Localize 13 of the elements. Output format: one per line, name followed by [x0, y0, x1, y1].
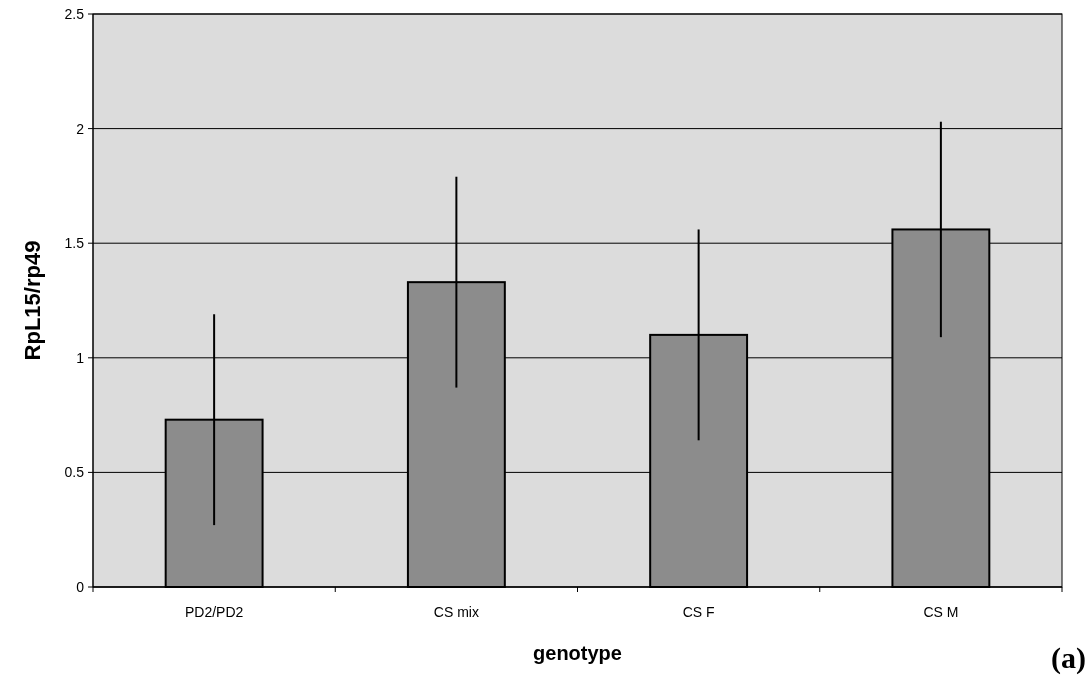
x-tick-label: CS F: [682, 604, 715, 620]
y-tick-label: 1.5: [64, 235, 85, 252]
x-tick-label: CS mix: [433, 604, 479, 620]
y-tick-label: 0: [76, 578, 85, 595]
x-tick-label: PD2/PD2: [184, 604, 244, 620]
text: (a): [1051, 641, 1086, 675]
y-tick-label: 1: [76, 349, 85, 366]
y-tick-label: 0.5: [64, 464, 85, 481]
x-axis-title: genotype: [533, 642, 622, 664]
y-tick-label: 2.5: [64, 5, 85, 22]
y-tick-label: 2: [76, 120, 85, 137]
x-tick-label: CS M: [923, 604, 959, 620]
y-axis-title: RpL15/rp49: [20, 240, 45, 361]
